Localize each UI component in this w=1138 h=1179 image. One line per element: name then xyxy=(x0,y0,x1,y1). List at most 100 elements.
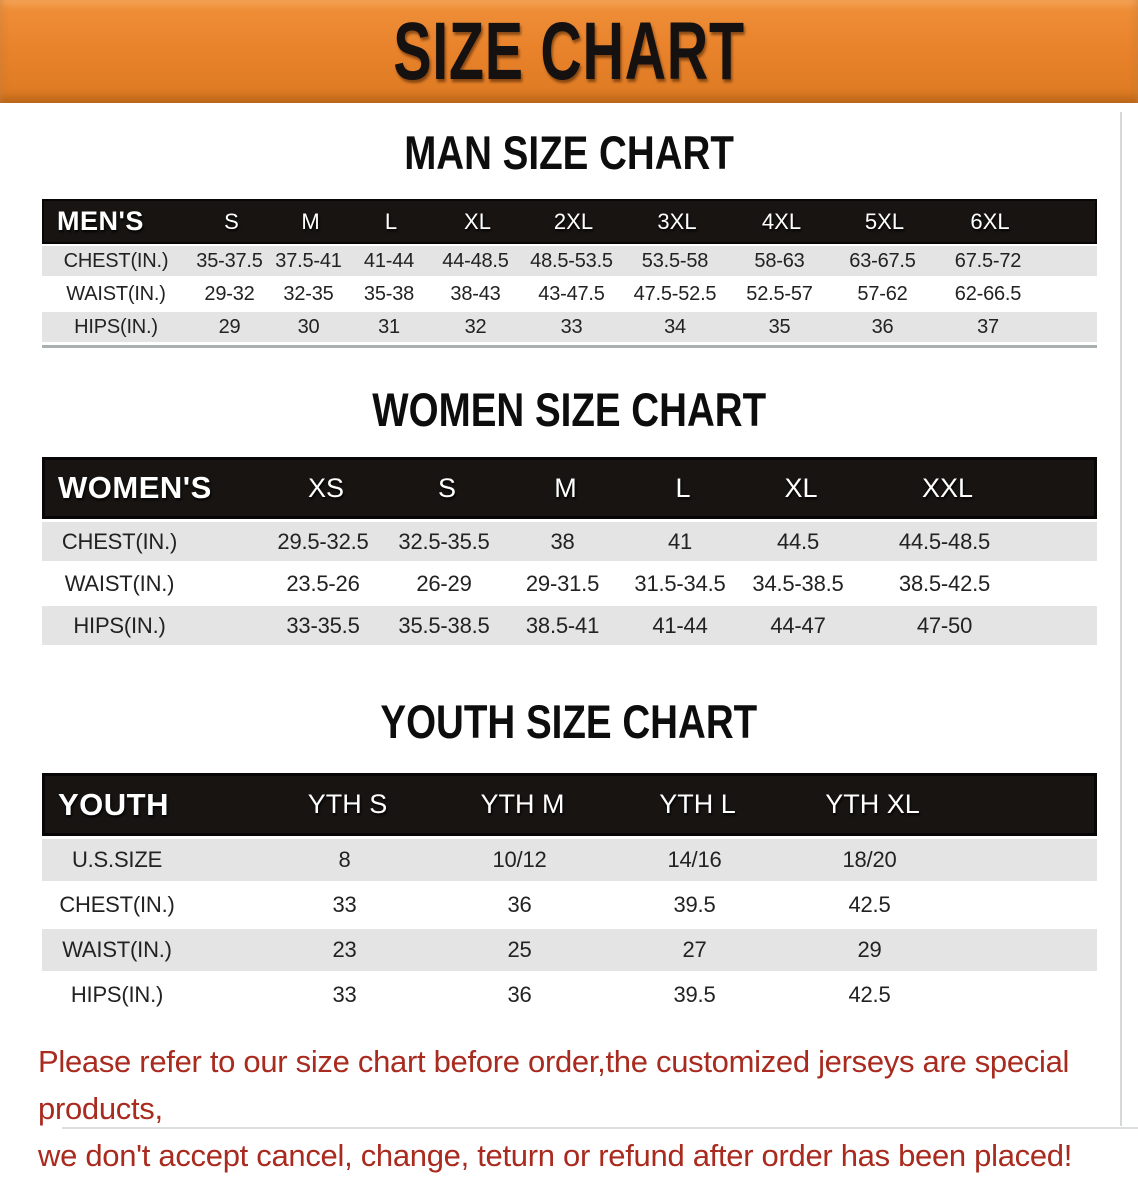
size-value-cell: 47.5-52.5 xyxy=(633,282,717,305)
size-value-cell: 29-32 xyxy=(204,282,255,305)
size-value-cell: 53.5-58 xyxy=(641,249,709,272)
size-value-cell: 58-63 xyxy=(754,249,805,272)
row-label: WAIST(IN.) xyxy=(66,282,166,305)
size-header-cell: XXL xyxy=(921,472,974,503)
men-section-title-text: MAN SIZE CHART xyxy=(404,126,734,179)
size-header-cell: S xyxy=(224,208,239,234)
size-value-cell: 41 xyxy=(667,528,693,554)
banner-title: SIZE CHART xyxy=(393,5,745,97)
size-value-cell: 8 xyxy=(338,847,351,872)
size-value-cell: 23 xyxy=(332,937,357,962)
size-header-cell: XL xyxy=(464,208,491,234)
row-label: HIPS(IN.) xyxy=(73,612,166,638)
size-value-cell: 38 xyxy=(550,528,575,554)
size-value-cell: 47-50 xyxy=(916,612,973,638)
youth-section-title: YOUTH SIZE CHART xyxy=(0,696,1138,748)
size-value-cell: 25 xyxy=(507,937,532,962)
row-label: CHEST(IN.) xyxy=(59,892,175,917)
size-value-cell: 35-37.5 xyxy=(196,249,263,272)
size-value-cell: 30 xyxy=(297,315,320,338)
youth-hips-row: HIPS(IN.) 33 36 39.5 42.5 xyxy=(42,974,1097,1016)
women-section-title-text: WOMEN SIZE CHART xyxy=(372,383,766,436)
men-table-bottom-rule xyxy=(42,345,1097,348)
row-label: U.S.SIZE xyxy=(71,847,163,872)
size-value-cell: 34.5-38.5 xyxy=(752,570,844,596)
row-label: HIPS(IN.) xyxy=(74,315,158,338)
men-size-table: MEN'S S M L XL 2XL 3XL 4XL 5XL 6XL CHEST… xyxy=(42,199,1097,342)
size-value-cell: 62-66.5 xyxy=(954,282,1022,305)
size-header-cell: M xyxy=(554,472,577,503)
youth-table-header-row: YOUTH YTH S YTH M YTH L YTH XL xyxy=(42,773,1097,836)
size-header-cell: 6XL xyxy=(970,208,1010,234)
size-header-cell: L xyxy=(384,208,398,234)
youth-table-header-label: YOUTH xyxy=(58,786,169,822)
women-table-header-row: WOMEN'S XS S M L XL XXL xyxy=(42,457,1097,519)
size-header-cell: 4XL xyxy=(761,208,802,234)
size-value-cell: 29 xyxy=(218,315,241,338)
size-value-cell: 44.5-48.5 xyxy=(898,528,991,554)
youth-waist-row: WAIST(IN.) 23 25 27 29 xyxy=(42,929,1097,971)
size-value-cell: 38.5-41 xyxy=(525,612,600,638)
size-value-cell: 26-29 xyxy=(416,570,472,596)
size-value-cell: 52.5-57 xyxy=(746,282,813,305)
youth-section-title-text: YOUTH SIZE CHART xyxy=(380,695,758,748)
size-value-cell: 14/16 xyxy=(667,847,722,872)
men-section-title: MAN SIZE CHART xyxy=(0,127,1138,179)
size-value-cell: 37.5-41 xyxy=(275,249,342,272)
size-value-cell: 44.5 xyxy=(776,528,820,554)
size-chart-banner: SIZE CHART xyxy=(0,0,1138,103)
size-value-cell: 32-35 xyxy=(283,282,334,305)
size-value-cell: 35.5-38.5 xyxy=(398,612,490,638)
size-value-cell: 57-62 xyxy=(857,282,908,305)
size-header-cell: YTH M xyxy=(480,789,565,819)
size-value-cell: 27 xyxy=(682,937,707,962)
size-value-cell: 33-35.5 xyxy=(286,612,360,638)
size-value-cell: 29 xyxy=(857,937,882,962)
row-label: CHEST(IN.) xyxy=(63,249,169,272)
women-size-table: WOMEN'S XS S M L XL XXL CHEST(IN.) 29.5-… xyxy=(42,457,1097,645)
youth-ussize-row: U.S.SIZE 8 10/12 14/16 18/20 xyxy=(42,839,1097,881)
size-header-cell: M xyxy=(301,208,320,234)
size-value-cell: 32 xyxy=(464,315,487,338)
size-header-cell: YTH S xyxy=(307,789,388,819)
size-value-cell: 38.5-42.5 xyxy=(898,570,991,596)
size-value-cell: 29-31.5 xyxy=(525,570,600,596)
size-value-cell: 10/12 xyxy=(492,847,547,872)
women-chest-row: CHEST(IN.) 29.5-32.5 32.5-35.5 38 41 44.… xyxy=(42,522,1097,561)
size-header-cell: YTH XL xyxy=(825,789,920,819)
size-value-cell: 63-67.5 xyxy=(849,249,916,272)
scan-edge-bottom-line xyxy=(62,1127,1138,1129)
women-table-header-label: WOMEN'S xyxy=(58,470,212,505)
size-value-cell: 37 xyxy=(977,315,999,338)
scan-edge-vertical-line xyxy=(1120,112,1122,1126)
women-hips-row: HIPS(IN.) 33-35.5 35.5-38.5 38.5-41 41-4… xyxy=(42,606,1097,645)
men-table-header-row: MEN'S S M L XL 2XL 3XL 4XL 5XL 6XL xyxy=(42,199,1097,244)
size-header-cell: XS xyxy=(307,472,345,503)
size-value-cell: 23.5-26 xyxy=(286,570,360,596)
size-header-cell: 3XL xyxy=(657,208,697,234)
men-hips-row: HIPS(IN.) 29 30 31 32 33 34 35 36 37 xyxy=(42,312,1097,342)
size-value-cell: 42.5 xyxy=(848,892,891,917)
size-value-cell: 33 xyxy=(332,892,357,917)
disclaimer-note: Please refer to our size chart before or… xyxy=(38,1038,1123,1179)
size-value-cell: 44-48.5 xyxy=(442,249,509,272)
youth-size-table: YOUTH YTH S YTH M YTH L YTH XL U.S.SIZE … xyxy=(42,773,1097,1016)
size-value-cell: 39.5 xyxy=(673,892,716,917)
size-value-cell: 42.5 xyxy=(848,982,891,1007)
size-header-cell: YTH L xyxy=(659,789,736,819)
disclaimer-line-2: we don't accept cancel, change, teturn o… xyxy=(38,1138,1073,1173)
row-label: HIPS(IN.) xyxy=(70,982,164,1007)
row-label: WAIST(IN.) xyxy=(64,570,175,596)
size-header-cell: 5XL xyxy=(864,208,905,234)
men-chest-row: CHEST(IN.) 35-37.5 37.5-41 41-44 44-48.5… xyxy=(42,246,1097,276)
size-value-cell: 36 xyxy=(871,315,894,338)
size-value-cell: 29.5-32.5 xyxy=(277,528,369,554)
size-value-cell: 31.5-34.5 xyxy=(634,570,726,596)
size-value-cell: 48.5-53.5 xyxy=(530,249,613,272)
size-header-cell: XL xyxy=(784,472,818,503)
size-value-cell: 32.5-35.5 xyxy=(398,528,490,554)
disclaimer-line-1: Please refer to our size chart before or… xyxy=(38,1044,1070,1126)
size-value-cell: 33 xyxy=(560,315,583,338)
size-header-cell: L xyxy=(675,472,691,503)
size-header-cell: S xyxy=(437,472,456,503)
